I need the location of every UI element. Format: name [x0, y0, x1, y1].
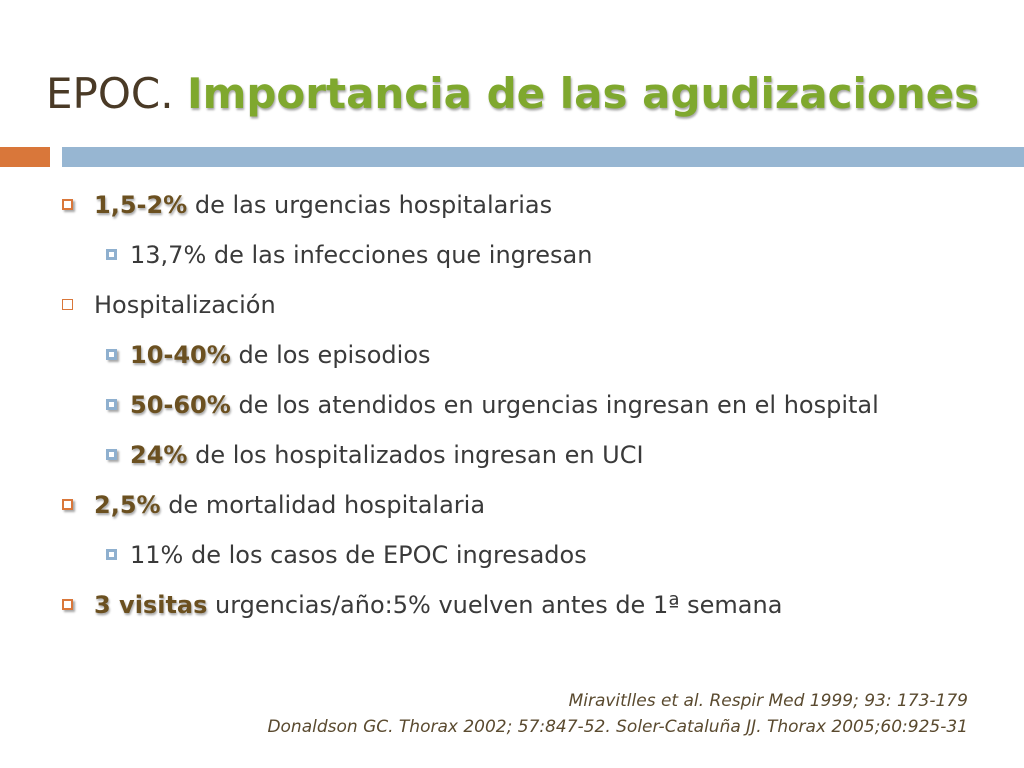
list-item: 24% de los hospitalizados ingresan en UC… — [56, 440, 996, 470]
square-bullet-icon — [106, 549, 117, 560]
list-item: 1,5-2% de las urgencias hospitalarias — [56, 190, 996, 220]
emphasis-value: 2,5% — [94, 491, 161, 519]
list-item-text: de mortalidad hospitalaria — [160, 491, 486, 519]
reference-line: Miravitlles et al. Respir Med 1999; 93: … — [568, 691, 968, 711]
emphasis-value: 3 visitas — [94, 591, 208, 619]
list-item-text: de las urgencias hospitalarias — [187, 191, 553, 219]
square-bullet-icon — [62, 599, 73, 610]
accent-bar-blue — [62, 147, 1024, 167]
emphasis-value: 50-60% — [130, 391, 231, 419]
reference-line: Donaldson GC. Thorax 2002; 57:847-52. So… — [267, 717, 968, 737]
square-bullet-icon — [106, 449, 117, 460]
accent-bar-gap — [50, 147, 62, 167]
list-item-text: de los atendidos en urgencias ingresan e… — [230, 391, 879, 419]
square-bullet-icon — [62, 499, 73, 510]
slide-title-main: Importancia de las agudizaciones — [186, 69, 980, 118]
list-item-text: 13,7% de las infecciones que ingresan — [130, 241, 593, 269]
square-bullet-icon — [106, 249, 117, 260]
square-bullet-icon — [62, 199, 73, 210]
list-item: 50-60% de los atendidos en urgencias ing… — [56, 390, 996, 420]
emphasis-value: 10-40% — [130, 341, 231, 369]
slide-title-prefix: EPOC. — [46, 69, 174, 118]
accent-bar-orange — [0, 147, 50, 167]
list-item-text: Hospitalización — [94, 291, 276, 319]
emphasis-value: 1,5-2% — [94, 191, 188, 219]
list-item: 3 visitas urgencias/año:5% vuelven antes… — [56, 590, 996, 620]
square-bullet-icon — [106, 349, 117, 360]
list-item: Hospitalización — [56, 290, 996, 320]
slide-title: EPOC. Importancia de las agudizaciones — [46, 66, 979, 122]
list-item-text: 11% de los casos de EPOC ingresados — [130, 541, 587, 569]
references: Miravitlles et al. Respir Med 1999; 93: … — [267, 688, 968, 740]
list-item: 11% de los casos de EPOC ingresados — [56, 540, 996, 570]
bullet-list: 1,5-2% de las urgencias hospitalarias 13… — [56, 190, 996, 640]
list-item: 2,5% de mortalidad hospitalaria — [56, 490, 996, 520]
emphasis-value: 24% — [130, 441, 188, 469]
square-bullet-icon — [106, 399, 117, 410]
list-item: 13,7% de las infecciones que ingresan — [56, 240, 996, 270]
list-item-text: de los episodios — [230, 341, 431, 369]
list-item-text: de los hospitalizados ingresan en UCI — [187, 441, 644, 469]
square-bullet-icon — [62, 299, 73, 310]
list-item-text: urgencias/año:5% vuelven antes de 1ª sem… — [207, 591, 783, 619]
list-item: 10-40% de los episodios — [56, 340, 996, 370]
